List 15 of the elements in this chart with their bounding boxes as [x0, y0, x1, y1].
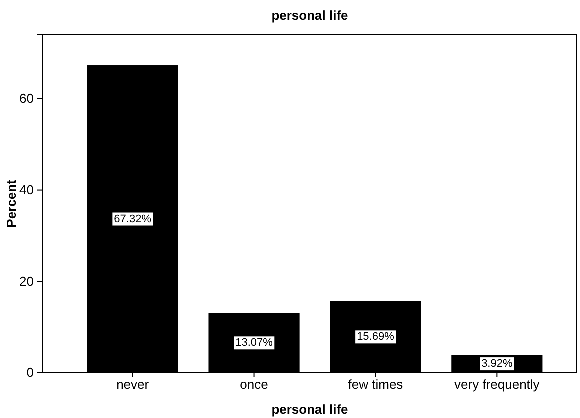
x-tick-label: once [240, 377, 268, 392]
x-tick-label: few times [348, 377, 404, 392]
data-label: 67.32% [114, 213, 152, 226]
y-tick-label: 40 [20, 182, 34, 198]
x-axis-title: personal life [272, 402, 348, 417]
chart-title: personal life [272, 8, 348, 23]
data-label: 3.92% [482, 358, 513, 370]
x-tick-label: very frequently [454, 377, 540, 392]
data-label: 15.69% [357, 331, 395, 344]
x-tick-label: never [116, 377, 150, 392]
y-axis-title: Percent [4, 179, 19, 228]
y-tick-label: 0 [26, 365, 34, 380]
data-label: 13.07% [236, 337, 274, 350]
y-tick-label: 20 [20, 274, 34, 289]
y-tick-label: 60 [20, 91, 34, 106]
